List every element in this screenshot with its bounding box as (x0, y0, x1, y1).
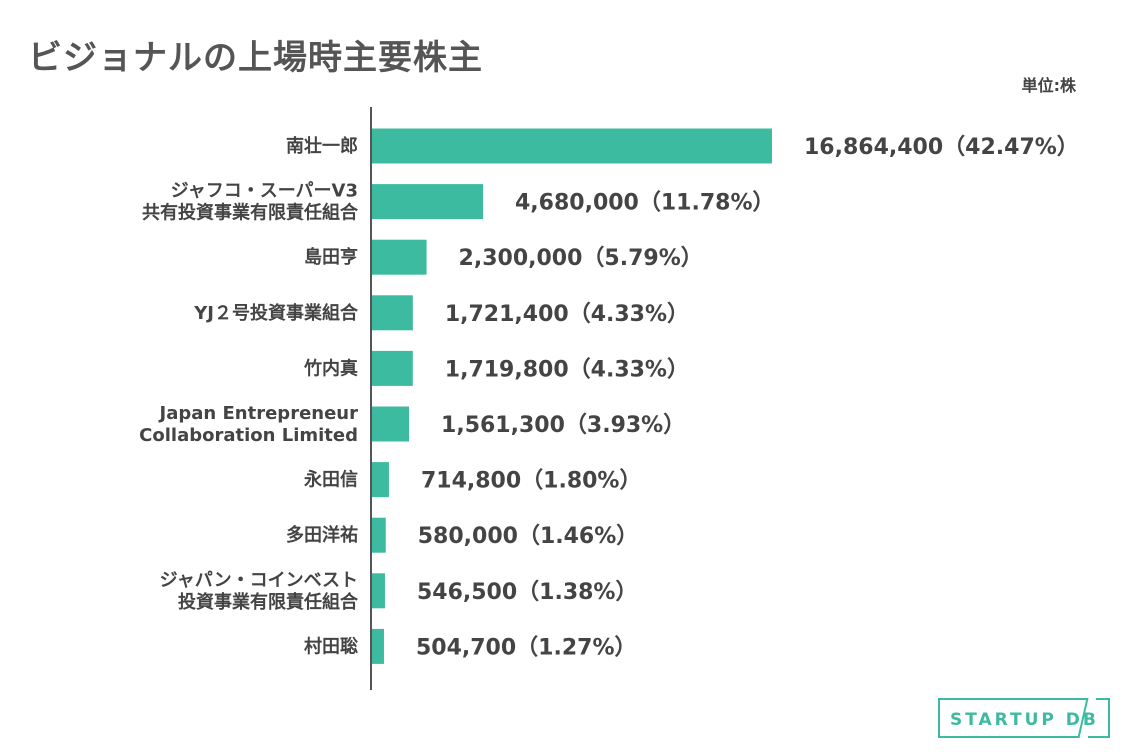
logo-text: STARTUP DB (950, 710, 1099, 730)
bar-1 (372, 184, 484, 220)
chart-title: ビジョナルの上場時主要株主 (28, 38, 483, 78)
unit-label: 単位:株 (1021, 76, 1076, 95)
value-label-2: 2,300,000（5.79%） (459, 246, 703, 271)
category-label-4: 竹内真 (303, 357, 358, 379)
value-label-7: 580,000（1.46%） (418, 524, 639, 549)
value-label-5: 1,561,300（3.93%） (441, 413, 685, 438)
category-label-1-line-0: ジャフコ・スーパーV3 (171, 181, 358, 202)
bar-9 (372, 628, 384, 664)
value-label-1: 4,680,000（11.78%） (515, 191, 775, 216)
value-labels: 16,864,400（42.47%） 4,680,000（11.78%） 2,300… (416, 135, 1079, 660)
value-label-9: 504,700（1.27%） (416, 635, 637, 660)
category-label-9: 村田聡 (304, 635, 358, 657)
bar-2 (372, 239, 427, 275)
category-label-7: 多田洋祐 (286, 524, 358, 546)
category-label-5-line-1: Collaboration Limited (139, 425, 358, 446)
bar-5 (372, 406, 410, 442)
bar-0 (372, 128, 772, 164)
bar-3 (372, 295, 413, 331)
bars-layer (372, 128, 772, 664)
category-label-8-line-1: 投資事業有限責任組合 (178, 591, 359, 613)
bar-8 (372, 573, 385, 609)
category-label-6: 永田信 (303, 469, 358, 491)
category-label-2: 島田亨 (304, 246, 358, 268)
bar-7 (372, 517, 386, 553)
category-label-8: ジャパン・コインベスト投資事業有限責任組合 (160, 570, 359, 613)
bar-6 (372, 462, 389, 498)
category-label-5-line-0: Japan Entrepreneur (158, 403, 359, 424)
value-label-4: 1,719,800（4.33%） (445, 357, 689, 382)
category-label-0: 南壮一郎 (286, 135, 358, 157)
category-label-5: Japan Entrepreneur Collaboration Limited (139, 403, 358, 446)
bar-4 (372, 350, 413, 386)
category-label-1-line-1: 共有投資事業有限責任組合 (142, 202, 359, 224)
category-label-1: ジャフコ・スーパーV3 共有投資事業有限責任組合 (142, 181, 359, 224)
category-label-8-line-0: ジャパン・コインベスト (160, 570, 358, 591)
value-label-8: 546,500（1.38%） (417, 580, 638, 605)
value-label-6: 714,800（1.80%） (421, 469, 642, 494)
category-label-3: YJ２号投資事業組合 (193, 302, 359, 324)
value-label-0: 16,864,400（42.47%） (804, 135, 1079, 160)
value-label-3: 1,721,400（4.33%） (445, 302, 689, 327)
startup-db-logo: STARTUP DB (938, 695, 1110, 741)
